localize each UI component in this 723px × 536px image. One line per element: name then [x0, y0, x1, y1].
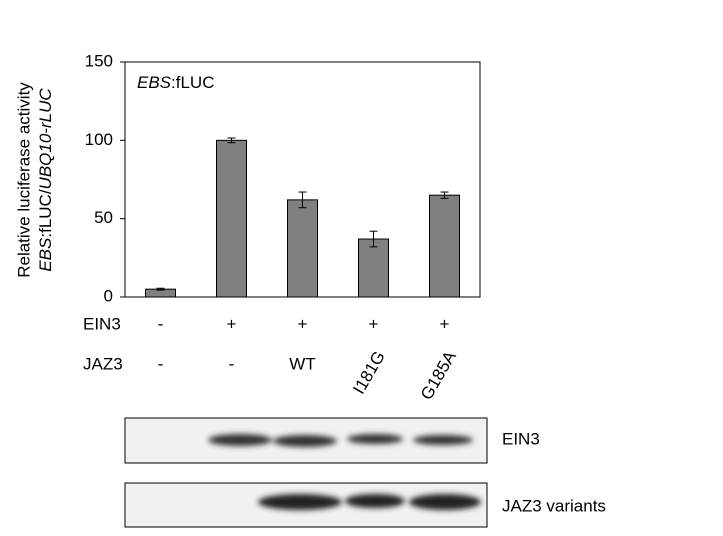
condition-label: G185A	[417, 347, 460, 403]
y-tick-label: 150	[85, 51, 113, 70]
y-tick-label: 100	[85, 130, 113, 149]
bar	[358, 238, 389, 298]
condition-label: -	[158, 314, 164, 333]
band	[413, 435, 473, 445]
label-part: UBQ10-rLUC	[36, 88, 55, 190]
blot-label: JAZ3 variants	[502, 496, 606, 515]
blot-jaz3	[124, 482, 488, 528]
band	[345, 494, 405, 508]
annotation: EBS:fLUC	[137, 73, 215, 92]
bar	[287, 199, 318, 298]
condition-label: -	[158, 354, 164, 373]
label-part: :fLUC/	[36, 189, 55, 237]
condition-label: -	[229, 354, 235, 373]
band	[208, 434, 272, 446]
band	[273, 435, 337, 447]
blot-ein3	[124, 417, 488, 464]
y-axis-label: Relative luciferase activity	[14, 82, 33, 278]
y-tick-label: 0	[104, 286, 113, 305]
bar	[429, 194, 460, 298]
annotation-text: :fLUC	[171, 73, 214, 92]
condition-label: +	[227, 314, 237, 333]
condition-label: +	[440, 314, 450, 333]
condition-name: EIN3	[83, 314, 121, 333]
condition-name: JAZ3	[83, 354, 123, 373]
bar	[216, 139, 247, 298]
band	[409, 494, 481, 510]
band	[258, 494, 342, 510]
y-axis-label-2: EBS:fLUC/UBQ10-rLUC	[36, 88, 55, 272]
y-tick-label: 50	[94, 208, 113, 227]
condition-label: WT	[289, 354, 315, 373]
condition-label: +	[298, 314, 308, 333]
label-part: EBS	[36, 237, 55, 272]
band	[347, 434, 403, 444]
annotation-italic: EBS	[137, 73, 172, 92]
condition-label: +	[369, 314, 379, 333]
blot-label: EIN3	[502, 429, 540, 448]
condition-label: I181G	[349, 348, 389, 398]
